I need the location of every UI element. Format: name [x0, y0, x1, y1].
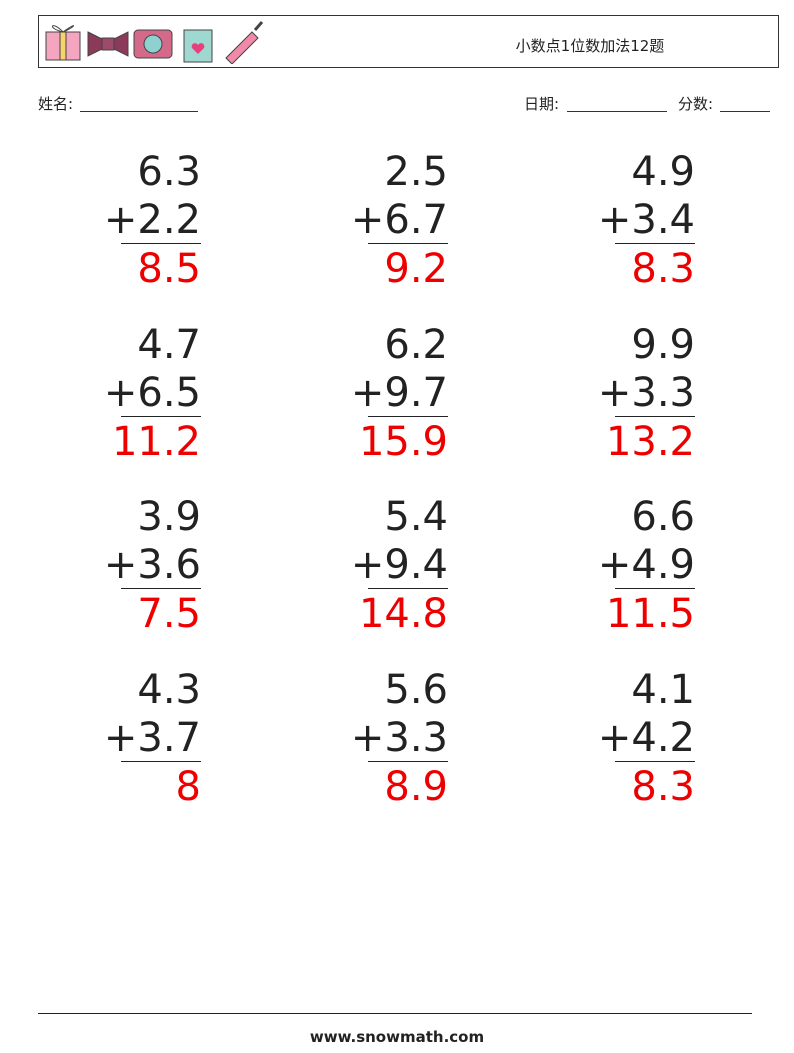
answer: 8.5: [137, 246, 201, 292]
title: 小数点1位数加法12题: [515, 37, 665, 55]
addend: +6.5: [103, 369, 201, 416]
answer: 8.9: [384, 763, 448, 810]
sum-line: [368, 588, 448, 589]
addend: 6.3: [137, 149, 201, 195]
addend: +3.3: [350, 714, 448, 761]
footer-line: [38, 1013, 752, 1014]
addend: +9.7: [350, 369, 448, 416]
answer: 7.5: [137, 591, 201, 637]
answer: 14.8: [358, 591, 448, 637]
answer: 8.3: [631, 763, 695, 810]
answer: 8: [175, 763, 201, 810]
sum-line: [368, 415, 448, 417]
answer: 13.2: [605, 418, 695, 465]
addend: +3.4: [597, 197, 695, 243]
name-line: [80, 111, 198, 112]
addend: 6.2: [384, 321, 448, 368]
score-line: [720, 111, 770, 112]
addend: 5.4: [384, 494, 448, 540]
sum-line: [615, 588, 695, 589]
addend: +9.4: [350, 542, 448, 588]
addend: +3.3: [597, 369, 695, 416]
addend: 5.6: [384, 666, 448, 713]
answer: 11.5: [605, 591, 695, 637]
sum-line: [615, 760, 695, 762]
score-label: 分数:: [678, 95, 714, 113]
sum-line: [121, 415, 201, 417]
sum-line: [121, 588, 201, 589]
addend: +3.6: [103, 542, 201, 588]
sum-line: [615, 243, 695, 244]
sum-line: [121, 243, 201, 244]
addend: +4.2: [597, 714, 695, 761]
addend: 4.1: [631, 666, 695, 713]
sum-line: [615, 415, 695, 417]
sum-line: [121, 760, 201, 762]
addend: +2.2: [103, 197, 201, 243]
addend: 4.7: [137, 321, 201, 368]
icons: [45, 21, 264, 64]
footer-website: www.snowmath.com: [309, 1028, 485, 1046]
answer: 9.2: [384, 246, 448, 292]
date-label: 日期:: [524, 95, 560, 113]
addend: 3.9: [137, 494, 201, 540]
answer: 8.3: [631, 246, 695, 292]
sum-line: [368, 760, 448, 762]
answer: 15.9: [358, 418, 448, 465]
addend: +3.7: [103, 714, 201, 761]
addend: +6.7: [350, 197, 448, 243]
addend: 4.3: [137, 666, 201, 713]
addend: 9.9: [631, 321, 695, 368]
addend: 2.5: [384, 149, 448, 195]
sum-line: [368, 243, 448, 244]
answer: 11.2: [111, 418, 201, 465]
addend: +4.9: [597, 542, 695, 588]
addend: 4.9: [631, 149, 695, 195]
header-box: [38, 15, 779, 68]
date-line: [567, 111, 667, 112]
addend: 6.6: [631, 494, 695, 540]
name-label: 姓名:: [38, 95, 74, 113]
